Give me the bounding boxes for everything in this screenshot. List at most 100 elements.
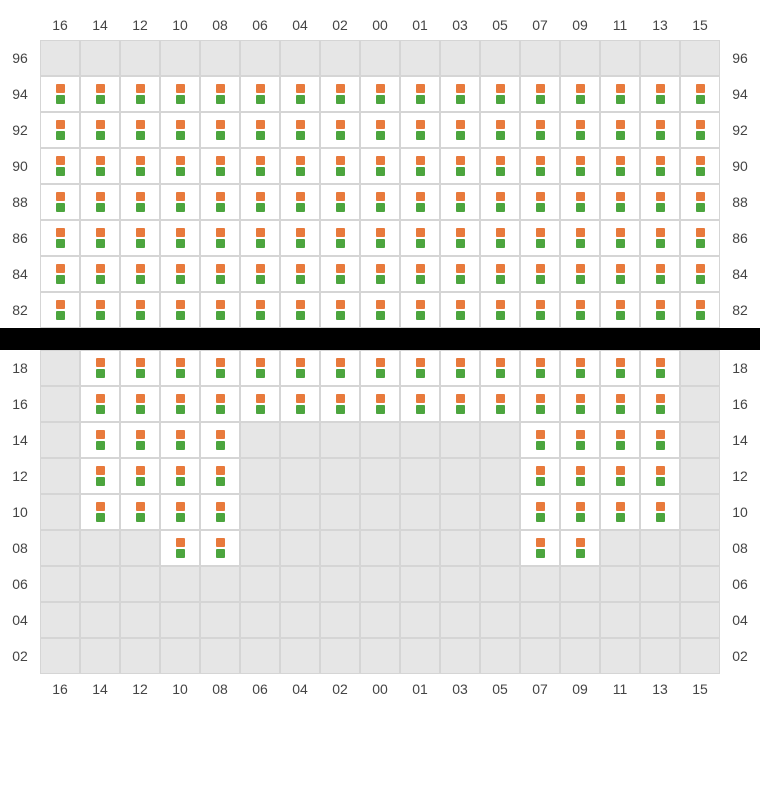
marker-top xyxy=(216,264,225,273)
grid-cell xyxy=(360,184,400,220)
grid-cell xyxy=(80,530,120,566)
grid-cell xyxy=(240,530,280,566)
marker-bottom xyxy=(96,95,105,104)
row-cells xyxy=(40,256,720,292)
marker-top xyxy=(656,300,665,309)
column-label: 04 xyxy=(280,17,320,33)
grid-cell xyxy=(680,566,720,602)
grid-cell xyxy=(80,458,120,494)
marker-top xyxy=(536,156,545,165)
marker-bottom xyxy=(416,369,425,378)
grid-cell xyxy=(360,530,400,566)
grid-cell xyxy=(320,530,360,566)
grid-cell xyxy=(160,494,200,530)
grid-cell xyxy=(320,40,360,76)
marker-top xyxy=(136,192,145,201)
marker-bottom xyxy=(136,167,145,176)
grid-cell xyxy=(80,638,120,674)
grid-cell xyxy=(520,386,560,422)
marker-bottom xyxy=(616,131,625,140)
grid-cell xyxy=(560,494,600,530)
marker-top xyxy=(176,466,185,475)
marker-top xyxy=(576,300,585,309)
grid-cell xyxy=(480,458,520,494)
marker-top xyxy=(216,156,225,165)
marker-top xyxy=(576,358,585,367)
grid-cell xyxy=(480,184,520,220)
marker-bottom xyxy=(576,167,585,176)
marker-top xyxy=(576,120,585,129)
grid-cell xyxy=(400,530,440,566)
marker-bottom xyxy=(456,203,465,212)
grid-cell xyxy=(400,602,440,638)
marker-top xyxy=(96,120,105,129)
grid-cell xyxy=(400,638,440,674)
grid-cell xyxy=(320,112,360,148)
grid-cell xyxy=(600,184,640,220)
marker-top xyxy=(496,156,505,165)
grid-cell xyxy=(80,566,120,602)
grid-cell xyxy=(480,494,520,530)
grid-cell xyxy=(120,256,160,292)
grid-cell xyxy=(520,350,560,386)
marker-top xyxy=(576,466,585,475)
grid-cell xyxy=(40,530,80,566)
marker-top xyxy=(656,84,665,93)
marker-top xyxy=(96,156,105,165)
marker-bottom xyxy=(576,239,585,248)
grid-cell xyxy=(80,350,120,386)
marker-top xyxy=(176,264,185,273)
row-cells xyxy=(40,494,720,530)
grid-cell xyxy=(400,40,440,76)
grid-cell xyxy=(280,112,320,148)
marker-bottom xyxy=(496,167,505,176)
marker-bottom xyxy=(456,239,465,248)
marker-bottom xyxy=(616,167,625,176)
grid-cell xyxy=(280,422,320,458)
marker-top xyxy=(616,156,625,165)
grid-cell xyxy=(240,494,280,530)
marker-bottom xyxy=(376,239,385,248)
marker-top xyxy=(56,228,65,237)
grid-cell xyxy=(440,112,480,148)
grid-cell xyxy=(40,422,80,458)
grid-cell xyxy=(240,458,280,494)
marker-bottom xyxy=(56,131,65,140)
grid-cell xyxy=(120,386,160,422)
marker-top xyxy=(336,300,345,309)
marker-bottom xyxy=(416,239,425,248)
marker-bottom xyxy=(456,131,465,140)
grid-cell xyxy=(520,638,560,674)
marker-top xyxy=(456,394,465,403)
marker-bottom xyxy=(536,275,545,284)
marker-bottom xyxy=(176,167,185,176)
marker-bottom xyxy=(536,167,545,176)
grid-cell xyxy=(480,112,520,148)
marker-bottom xyxy=(136,239,145,248)
grid-cell xyxy=(160,184,200,220)
column-label: 03 xyxy=(440,681,480,697)
grid-cell xyxy=(160,40,200,76)
grid-cell xyxy=(160,530,200,566)
grid-diagram: 1614121008060402000103050709111315 96969… xyxy=(0,0,760,714)
grid-cell xyxy=(240,638,280,674)
grid-cell xyxy=(680,256,720,292)
marker-bottom xyxy=(616,311,625,320)
bottom-column-labels: 1614121008060402000103050709111315 xyxy=(0,674,760,704)
grid-cell xyxy=(520,566,560,602)
marker-top xyxy=(336,156,345,165)
column-label: 02 xyxy=(320,17,360,33)
grid-cell xyxy=(200,350,240,386)
marker-bottom xyxy=(256,405,265,414)
grid-cell xyxy=(240,112,280,148)
grid-cell xyxy=(200,256,240,292)
grid-cell xyxy=(200,112,240,148)
grid-row: 8282 xyxy=(0,292,760,328)
grid-cell xyxy=(600,422,640,458)
grid-cell xyxy=(160,602,200,638)
grid-cell xyxy=(240,350,280,386)
marker-bottom xyxy=(216,477,225,486)
row-label-right: 06 xyxy=(720,566,760,602)
row-label-left: 06 xyxy=(0,566,40,602)
row-label-right: 84 xyxy=(720,256,760,292)
